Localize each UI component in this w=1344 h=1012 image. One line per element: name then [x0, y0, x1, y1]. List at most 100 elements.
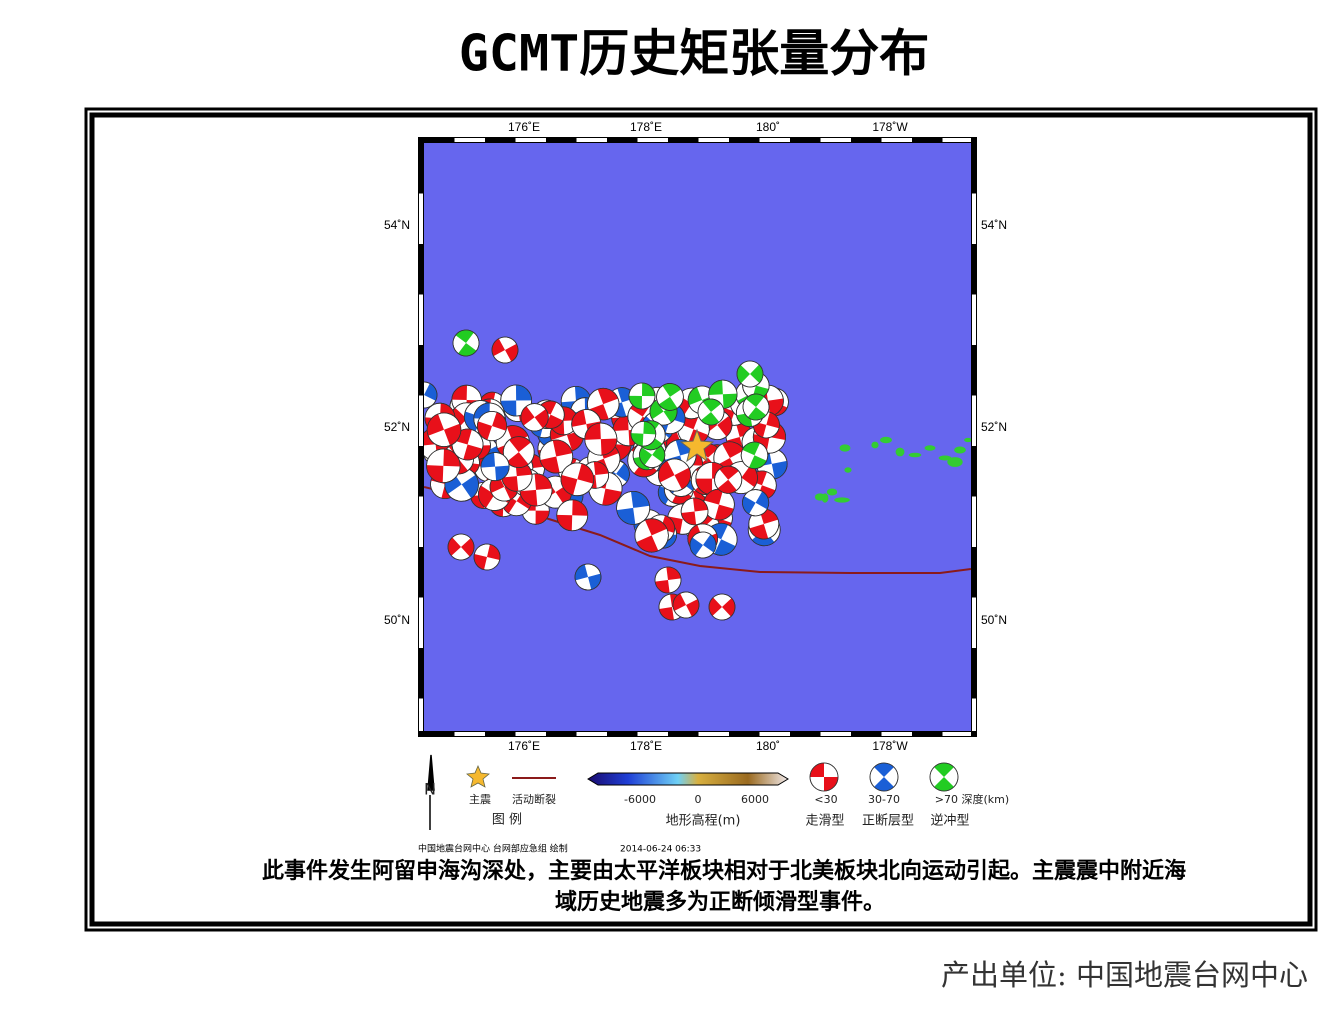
beachball-quadrant — [549, 406, 578, 435]
beachball-quadrant — [810, 763, 838, 791]
beachball-quadrant — [934, 763, 954, 791]
island — [844, 467, 852, 473]
colorbar-tick: 0 — [695, 793, 702, 806]
beachball-quadrant — [708, 380, 738, 409]
credit: 中国地震台网中心 台网部应急组 绘制 — [418, 843, 568, 855]
beachball-edge — [424, 381, 438, 409]
frame-segment — [419, 294, 423, 345]
beachball — [658, 458, 692, 492]
beachball-quadrant — [630, 421, 656, 447]
beachball-edge — [630, 420, 657, 447]
depth-label: >70 深度(km) — [935, 792, 1009, 806]
lon-label: 178˚E — [630, 739, 662, 753]
beachball-quadrant — [639, 444, 665, 466]
beachball-quadrant — [519, 473, 553, 506]
beachball — [480, 452, 510, 482]
beachball-edge — [616, 490, 651, 525]
beachball — [708, 593, 736, 621]
beachball — [740, 441, 769, 469]
beachball — [630, 420, 657, 447]
frame-segment — [698, 138, 729, 142]
beachball-quadrant — [501, 460, 532, 492]
beachball — [672, 591, 700, 619]
island — [947, 457, 963, 467]
lon-label: 178˚W — [872, 120, 908, 134]
beachball-quadrant — [658, 383, 682, 411]
legend-caption: 图 例 — [492, 813, 522, 828]
beachball-quadrant — [561, 463, 594, 496]
lon-label: 178˚W — [872, 739, 908, 753]
beachball — [616, 490, 651, 525]
beachball-quadrant — [506, 436, 531, 468]
frame-segment — [419, 597, 423, 648]
beachball-edge — [500, 384, 533, 417]
star-icon — [466, 764, 490, 788]
beachball-quadrant — [636, 518, 667, 553]
beachball-edge — [560, 462, 595, 497]
beachball-edge — [658, 458, 692, 492]
beachball — [628, 382, 656, 410]
beachball-quadrant — [477, 412, 507, 440]
beachball — [473, 543, 501, 571]
map-content — [424, 329, 971, 621]
beachball-edge — [539, 439, 574, 474]
frame-segment — [419, 496, 423, 547]
frame-segment — [576, 732, 607, 736]
type-label: 走滑型 — [805, 814, 844, 829]
lon-label: 176˚E — [508, 120, 540, 134]
frame-segment — [454, 138, 485, 142]
frame-segment — [637, 732, 668, 736]
beachball-edge — [491, 336, 519, 364]
north-label: N — [424, 780, 436, 799]
beachball-edge — [740, 441, 769, 469]
depth-label: 30-70 — [868, 793, 900, 806]
frame-segment — [972, 597, 976, 648]
island — [839, 444, 851, 452]
beachball-edge — [929, 762, 959, 792]
beachball — [520, 403, 549, 432]
beachball-quadrant — [584, 423, 617, 456]
beachball-edge — [480, 452, 510, 482]
beachball — [634, 518, 669, 553]
beachball — [654, 566, 682, 594]
beachball-edge — [426, 448, 461, 484]
beachball-quadrant — [742, 491, 769, 515]
beachball-edge — [742, 489, 770, 517]
beachball-quadrant — [709, 597, 735, 617]
depth-label: <30 — [814, 793, 837, 806]
beachball-edge — [556, 499, 589, 532]
beachball-quadrant — [717, 466, 739, 494]
frame-segment — [972, 496, 976, 547]
inner-frame — [89, 112, 1313, 927]
lon-label: 180˚ — [756, 120, 780, 134]
beachball-quadrant — [575, 564, 601, 590]
beachball — [689, 531, 717, 559]
beachball-edge — [476, 411, 508, 442]
beachball-quadrant — [678, 413, 709, 446]
frame-segment — [972, 294, 976, 345]
beachball-quadrant — [520, 406, 549, 429]
beachball — [476, 411, 508, 442]
beachball — [714, 465, 743, 494]
beachball-edge — [809, 762, 839, 792]
beachball-quadrant — [455, 330, 477, 356]
beachball-quadrant — [588, 388, 619, 420]
beachball-edge — [520, 403, 549, 432]
title: GCMT历史矩张量分布 — [459, 25, 929, 83]
beachball — [742, 393, 770, 421]
beachball-edge — [680, 497, 709, 526]
beachball-quadrant — [655, 404, 686, 434]
timestamp: 2014-06-24 06:33 — [620, 845, 701, 855]
beachball-quadrant — [616, 491, 650, 525]
beachball-quadrant — [690, 534, 716, 556]
frame-segment — [698, 732, 729, 736]
beachball-quadrant — [737, 364, 763, 384]
beachball-quadrant — [426, 449, 461, 483]
frame-segment — [881, 138, 912, 142]
frame-segment — [419, 193, 423, 244]
beachball — [736, 360, 764, 388]
beachball — [451, 428, 484, 461]
beachball-quadrant — [704, 489, 734, 520]
frame-ticks — [419, 138, 976, 736]
lat-label: 52˚N — [384, 420, 410, 434]
